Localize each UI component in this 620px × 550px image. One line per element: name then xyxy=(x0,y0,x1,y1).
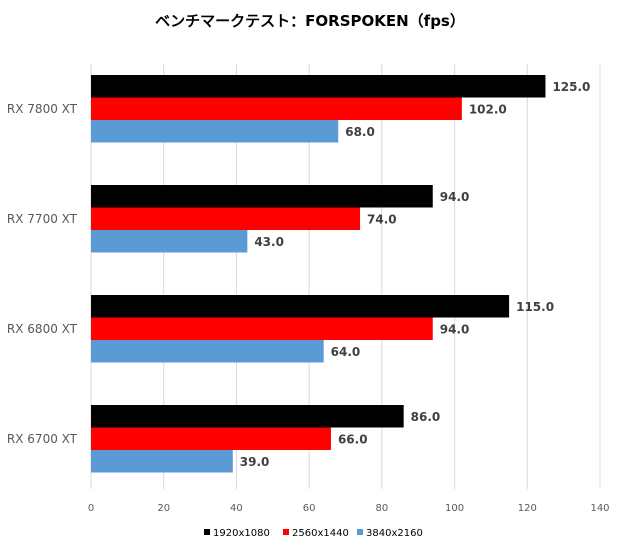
legend-swatch xyxy=(357,529,363,535)
bar xyxy=(91,295,510,318)
x-tick-label: 140 xyxy=(590,503,609,514)
bar xyxy=(91,317,433,340)
bar xyxy=(91,97,462,120)
data-label: 39.0 xyxy=(240,455,270,469)
bar xyxy=(91,207,361,230)
chart-title: ベンチマークテスト：FORSPOKEN（fps） xyxy=(155,12,465,30)
bar xyxy=(91,75,546,98)
legend-label: 2560x1440 xyxy=(292,528,349,539)
x-axis: 0 20 40 60 80 100 120 140 xyxy=(88,503,610,514)
x-tick-label: 60 xyxy=(303,503,316,514)
data-label: 115.0 xyxy=(516,300,554,314)
x-tick-label: 120 xyxy=(518,503,537,514)
x-tick-label: 0 xyxy=(88,503,94,514)
data-label: 74.0 xyxy=(367,212,397,226)
bars: 125.0 102.0 68.0 94.0 74.0 43.0 115.0 94.0 64.0 8… xyxy=(91,75,590,473)
x-tick-label: 20 xyxy=(157,503,170,514)
data-label: 94.0 xyxy=(440,322,470,336)
data-label: 68.0 xyxy=(345,125,375,139)
x-tick-label: 100 xyxy=(445,503,464,514)
bar xyxy=(91,185,433,208)
category-label: RX 6800 XT xyxy=(7,322,78,336)
category-label: RX 6700 XT xyxy=(7,432,78,446)
legend-swatch xyxy=(204,529,210,535)
x-tick-label: 80 xyxy=(375,503,388,514)
legend-swatch xyxy=(283,529,289,535)
data-label: 64.0 xyxy=(331,345,361,359)
bar xyxy=(91,427,331,450)
bar xyxy=(91,450,233,473)
data-label: 94.0 xyxy=(440,190,470,204)
category-label: RX 7800 XT xyxy=(7,102,78,116)
legend: 1920x1080 2560x1440 3840x2160 xyxy=(204,528,423,539)
bar xyxy=(91,340,324,363)
data-label: 86.0 xyxy=(411,410,441,424)
bar xyxy=(91,120,339,143)
data-label: 102.0 xyxy=(469,102,507,116)
category-label: RX 7700 XT xyxy=(7,212,78,226)
data-label: 125.0 xyxy=(552,80,590,94)
category-labels: RX 7800 XT RX 7700 XT RX 6800 XT RX 6700 XT xyxy=(7,102,78,446)
x-tick-label: 40 xyxy=(230,503,243,514)
data-label: 43.0 xyxy=(254,235,284,249)
legend-label: 3840x2160 xyxy=(366,528,423,539)
legend-label: 1920x1080 xyxy=(213,528,270,539)
bar xyxy=(91,230,248,253)
bar xyxy=(91,405,404,428)
data-label: 66.0 xyxy=(338,432,368,446)
